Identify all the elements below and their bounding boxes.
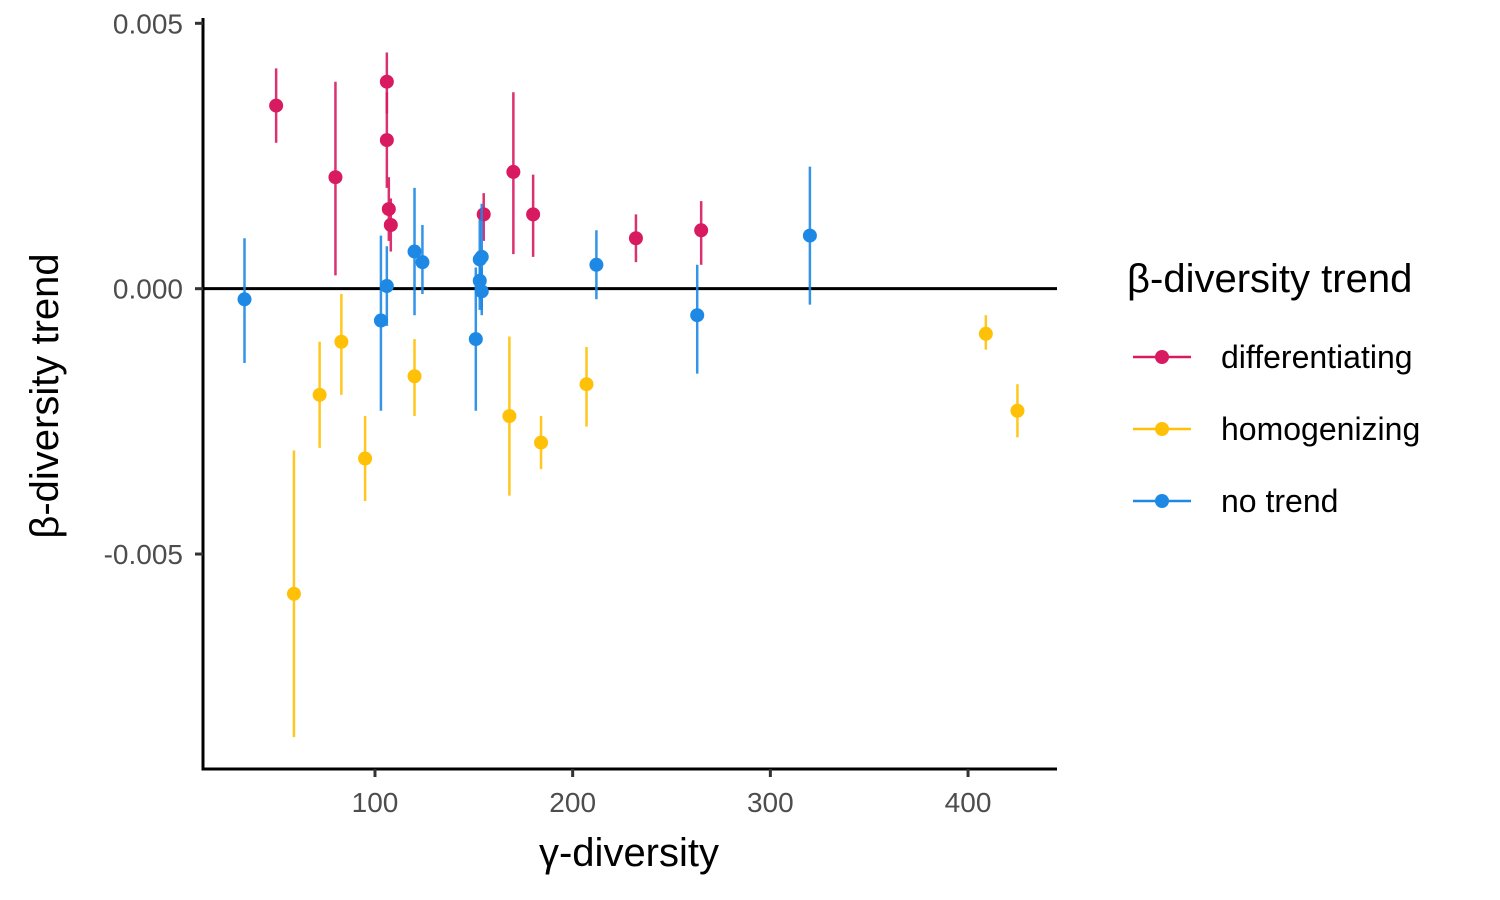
data-point — [468, 332, 483, 347]
legend-title: β-diversity trend — [1127, 257, 1412, 301]
data-point — [476, 207, 491, 222]
legend-label: differentiating — [1221, 339, 1413, 375]
data-point — [383, 217, 398, 232]
data-point — [379, 74, 394, 89]
x-axis-title: γ-diversity — [539, 831, 719, 875]
legend-label: homogenizing — [1221, 411, 1420, 447]
data-point — [373, 313, 388, 328]
axis-ticks: 100 200 300 400 0.005 0.000 -0.005 — [104, 8, 992, 818]
legend-key-point — [1155, 422, 1169, 436]
y-tick-label: 0.000 — [113, 274, 183, 305]
y-axis-title: β-diversity trend — [23, 253, 67, 538]
data-point — [312, 387, 327, 402]
x-tick-label: 100 — [352, 787, 399, 818]
x-tick-label: 400 — [945, 787, 992, 818]
data-point — [415, 255, 430, 270]
legend: β-diversity trend differentiating homogen… — [1127, 257, 1420, 519]
data-point — [526, 207, 541, 222]
data-point — [472, 273, 487, 288]
legend-item: no trend — [1133, 483, 1338, 519]
data-point — [334, 334, 349, 349]
legend-item: differentiating — [1133, 339, 1413, 375]
legend-label: no trend — [1221, 483, 1338, 519]
data-point — [381, 202, 396, 217]
data-point — [978, 326, 993, 341]
legend-key-point — [1155, 350, 1169, 364]
data-point — [286, 586, 301, 601]
data-point — [690, 308, 705, 323]
data-point — [589, 257, 604, 272]
data-point — [628, 231, 643, 246]
x-tick-label: 200 — [549, 787, 596, 818]
data-point — [407, 244, 422, 259]
data-point — [534, 435, 549, 450]
data-point — [379, 279, 394, 294]
data-point — [269, 98, 284, 113]
y-tick-label: 0.005 — [113, 8, 183, 39]
series-differentiating — [269, 52, 709, 276]
data-point — [506, 164, 521, 179]
data-point — [694, 223, 709, 238]
y-tick-label: -0.005 — [104, 539, 183, 570]
x-tick-label: 300 — [747, 787, 794, 818]
data-point — [328, 170, 343, 185]
data-point — [474, 284, 489, 299]
plot-area — [203, 52, 1057, 738]
data-point — [579, 377, 594, 392]
data-point — [379, 133, 394, 148]
series-no-trend — [237, 166, 817, 411]
series-homogenizing — [286, 293, 1025, 738]
data-point — [407, 369, 422, 384]
axes — [201, 18, 1057, 771]
legend-key-point — [1155, 494, 1169, 508]
legend-item: homogenizing — [1133, 411, 1420, 447]
data-point — [1010, 403, 1025, 418]
data-point — [237, 292, 252, 307]
data-point — [502, 409, 517, 424]
data-point — [474, 249, 489, 264]
data-point — [802, 228, 817, 243]
data-point — [358, 451, 373, 466]
